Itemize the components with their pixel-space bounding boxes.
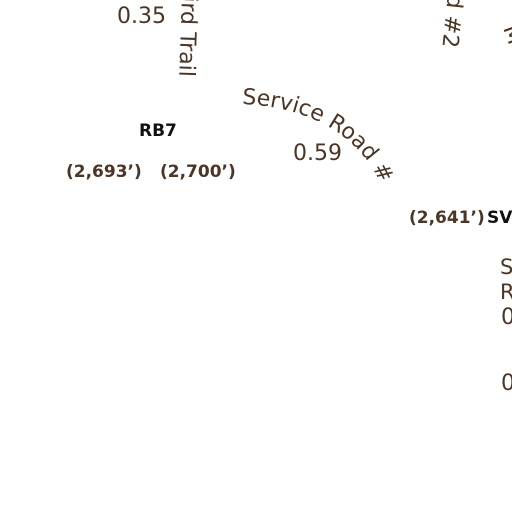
trail-fragment-label: S bbox=[500, 255, 512, 279]
distance-label: 0.35 bbox=[117, 4, 166, 29]
distance-label: 0.59 bbox=[293, 141, 342, 166]
trail-fragment-label: R bbox=[500, 280, 512, 304]
elevation-label: (2,641’) bbox=[409, 208, 485, 228]
road-m-label: M bbox=[497, 22, 512, 48]
road-2-label: d #2 bbox=[436, 0, 466, 49]
distance-label: 0 bbox=[501, 371, 512, 396]
waypoint-label-rb7: RB7 bbox=[139, 121, 177, 141]
elevation-label: (2,693’) bbox=[66, 162, 142, 182]
waypoint-label-sv: SV: bbox=[487, 208, 512, 228]
trail-name-label: ird Trail bbox=[173, 0, 201, 77]
distance-label: 0 bbox=[501, 305, 512, 330]
elevation-label: (2,700’) bbox=[160, 162, 236, 182]
